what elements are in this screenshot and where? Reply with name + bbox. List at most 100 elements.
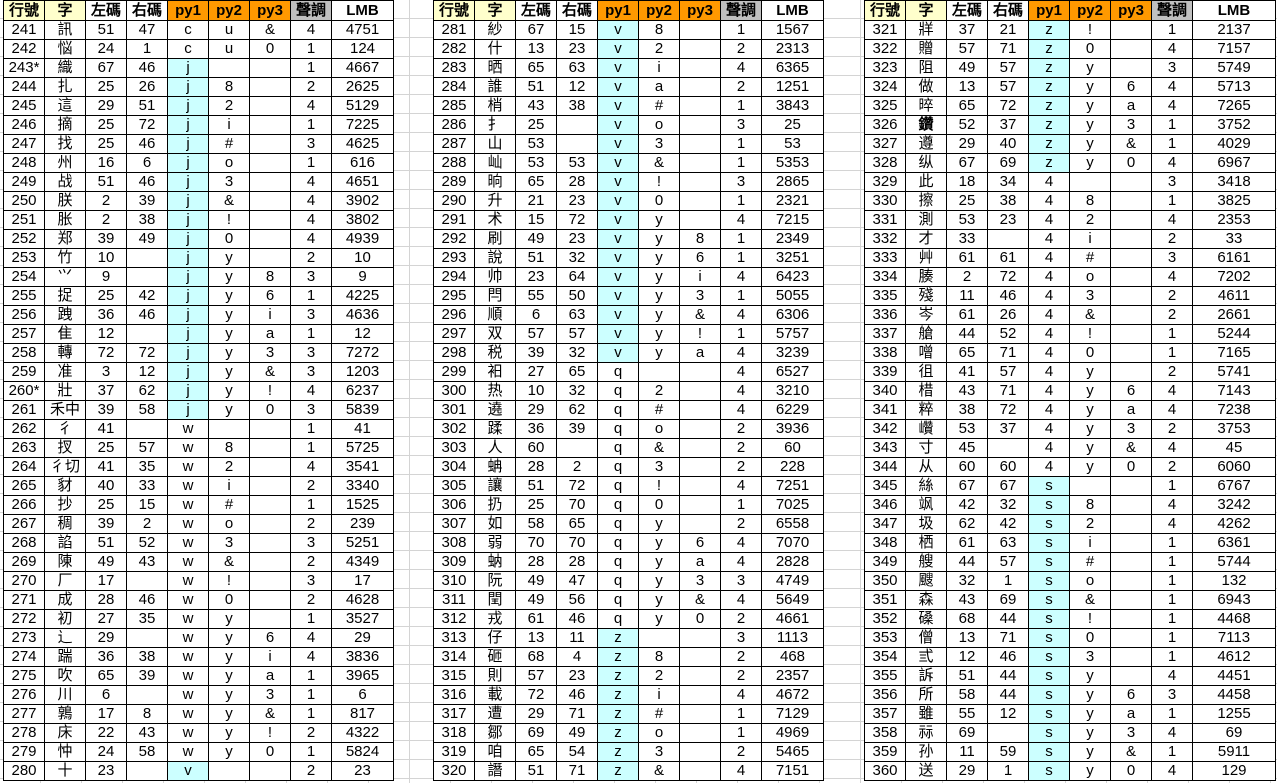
cell-lmb[interactable]: 6967	[1192, 153, 1276, 173]
cell-left-code[interactable]: 6	[85, 685, 127, 705]
cell-tone[interactable]: 4	[720, 761, 762, 781]
cell-character[interactable]: 竹	[44, 248, 86, 268]
cell-left-code[interactable]: 2	[85, 210, 127, 230]
cell-py3[interactable]: 3	[1110, 723, 1152, 743]
cell-character[interactable]: 艘	[905, 552, 947, 572]
cell-right-code[interactable]: 47	[126, 20, 168, 40]
cell-left-code[interactable]: 2	[85, 191, 127, 211]
cell-lmb[interactable]: 45	[1192, 438, 1276, 458]
cell-py1[interactable]: j	[167, 343, 209, 363]
cell-tone[interactable]: 1	[1151, 191, 1193, 211]
cell-tone[interactable]: 1	[720, 191, 762, 211]
cell-character[interactable]: 扌	[474, 115, 516, 135]
cell-character[interactable]: 摘	[44, 115, 86, 135]
cell-py2[interactable]: !	[1069, 20, 1111, 40]
cell-lmb[interactable]: 468	[761, 647, 824, 667]
cell-py1[interactable]: z	[597, 704, 639, 724]
cell-py2[interactable]: y	[638, 286, 680, 306]
cell-py3[interactable]	[249, 77, 291, 97]
cell-right-code[interactable]	[556, 134, 598, 154]
cell-py3[interactable]	[1110, 514, 1152, 534]
cell-character[interactable]: 鑽	[905, 115, 947, 135]
cell-py2[interactable]: #	[1069, 552, 1111, 572]
cell-right-code[interactable]	[126, 685, 168, 705]
cell-tone[interactable]: 4	[1151, 39, 1193, 59]
column-header-left-code[interactable]: 左碼	[515, 0, 557, 21]
cell-lmb[interactable]: 5353	[761, 153, 824, 173]
cell-py2[interactable]: y	[1069, 419, 1111, 439]
cell-character[interactable]: 晬	[905, 96, 947, 116]
cell-py2[interactable]: i	[638, 685, 680, 705]
cell-right-code[interactable]: 28	[556, 552, 598, 572]
cell-right-code[interactable]: 57	[126, 438, 168, 458]
cell-left-code[interactable]: 39	[85, 229, 127, 249]
cell-py1[interactable]: 4	[1028, 343, 1070, 363]
cell-py3[interactable]	[1110, 495, 1152, 515]
cell-py3[interactable]	[1110, 267, 1152, 287]
cell-row-number[interactable]: 281	[433, 20, 475, 40]
cell-py3[interactable]	[679, 723, 721, 743]
cell-right-code[interactable]	[126, 324, 168, 344]
column-header-py2[interactable]: py2	[1069, 0, 1111, 21]
cell-lmb[interactable]: 4672	[761, 685, 824, 705]
cell-row-number[interactable]: 338	[864, 343, 906, 363]
cell-py1[interactable]: s	[1028, 761, 1070, 781]
cell-tone[interactable]: 4	[720, 362, 762, 382]
cell-lmb[interactable]: 60	[761, 438, 824, 458]
cell-right-code[interactable]: 71	[987, 628, 1029, 648]
cell-py1[interactable]: s	[1028, 495, 1070, 515]
cell-py1[interactable]: s	[1028, 685, 1070, 705]
cell-lmb[interactable]: 4628	[331, 590, 394, 610]
cell-py3[interactable]: a	[1110, 96, 1152, 116]
cell-character[interactable]: 扠	[44, 438, 86, 458]
cell-character[interactable]: 讓	[474, 476, 516, 496]
cell-py3[interactable]	[679, 191, 721, 211]
cell-lmb[interactable]: 3752	[1192, 115, 1276, 135]
cell-character[interactable]: 衵	[474, 362, 516, 382]
cell-py1[interactable]: z	[1028, 77, 1070, 97]
cell-py2[interactable]: 0	[208, 229, 250, 249]
cell-py2[interactable]: 8	[638, 20, 680, 40]
cell-right-code[interactable]: 50	[556, 286, 598, 306]
cell-left-code[interactable]: 13	[515, 628, 557, 648]
cell-right-code[interactable]: 52	[126, 533, 168, 553]
cell-row-number[interactable]: 245	[3, 96, 45, 116]
cell-row-number[interactable]: 343	[864, 438, 906, 458]
cell-right-code[interactable]: 1	[987, 571, 1029, 591]
cell-character[interactable]: 胀	[44, 210, 86, 230]
cell-tone[interactable]: 1	[1151, 742, 1193, 762]
cell-character[interactable]: 如	[474, 514, 516, 534]
cell-row-number[interactable]: 244	[3, 77, 45, 97]
cell-py3[interactable]	[679, 514, 721, 534]
cell-py3[interactable]: i	[249, 647, 291, 667]
cell-left-code[interactable]: 60	[946, 457, 988, 477]
cell-tone[interactable]: 3	[290, 362, 332, 382]
cell-right-code[interactable]: 49	[556, 723, 598, 743]
cell-left-code[interactable]: 49	[515, 229, 557, 249]
cell-tone[interactable]: 4	[1151, 267, 1193, 287]
cell-row-number[interactable]: 301	[433, 400, 475, 420]
cell-lmb[interactable]: 4939	[331, 229, 394, 249]
cell-right-code[interactable]: 12	[556, 77, 598, 97]
cell-py1[interactable]: s	[1028, 609, 1070, 629]
cell-tone[interactable]: 4	[1151, 761, 1193, 781]
cell-row-number[interactable]: 308	[433, 533, 475, 553]
cell-py1[interactable]: 4	[1028, 248, 1070, 268]
cell-right-code[interactable]: 57	[556, 324, 598, 344]
cell-left-code[interactable]: 49	[85, 552, 127, 572]
cell-character[interactable]: 栖	[905, 533, 947, 553]
cell-row-number[interactable]: 293	[433, 248, 475, 268]
cell-tone[interactable]: 3	[1151, 685, 1193, 705]
cell-tone[interactable]: 2	[290, 248, 332, 268]
cell-row-number[interactable]: 297	[433, 324, 475, 344]
cell-py1[interactable]: z	[597, 628, 639, 648]
cell-right-code[interactable]: 58	[126, 742, 168, 762]
cell-character[interactable]: 諂	[44, 533, 86, 553]
cell-py2[interactable]: &	[638, 438, 680, 458]
cell-py2[interactable]: 8	[1069, 191, 1111, 211]
cell-character[interactable]: 這	[44, 96, 86, 116]
cell-left-code[interactable]: 69	[515, 723, 557, 743]
cell-lmb[interactable]: 5725	[331, 438, 394, 458]
cell-character[interactable]: 弎	[905, 647, 947, 667]
cell-lmb[interactable]: 3902	[331, 191, 394, 211]
